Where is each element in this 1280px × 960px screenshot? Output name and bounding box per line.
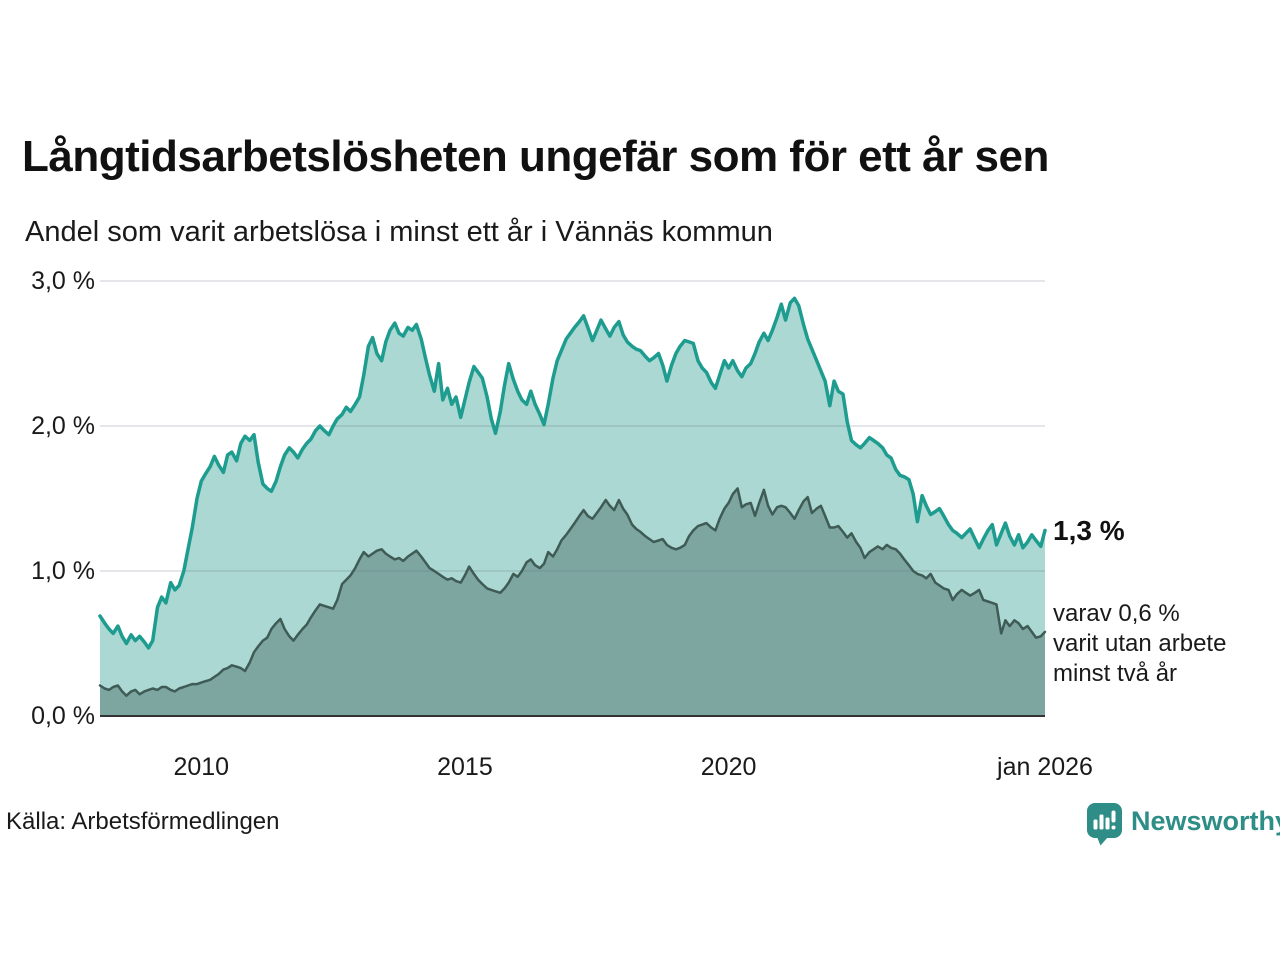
secondary-annotation-line: varav 0,6 % bbox=[1053, 600, 1180, 627]
y-tick-label: 2,0 % bbox=[31, 412, 95, 440]
x-tick-label: 2020 bbox=[700, 753, 757, 781]
secondary-annotation: varav 0,6 % varit utan arbete minst två … bbox=[1053, 599, 1226, 689]
page-title: Långtidsarbetslösheten ungefär som för e… bbox=[22, 132, 1049, 181]
secondary-annotation-line: varit utan arbete bbox=[1053, 630, 1227, 657]
series-line-andel-arbetsl-sa-minst-ett-r bbox=[98, 296, 1047, 650]
page-subtitle: Andel som varit arbetslösa i minst ett å… bbox=[25, 216, 773, 248]
latest-value-label: 1,3 % bbox=[1053, 515, 1125, 546]
secondary-annotation-line: minst två år bbox=[1053, 660, 1178, 687]
brand-logo: Newsworthy bbox=[1086, 802, 1280, 846]
x-tick-label: 2010 bbox=[173, 753, 230, 781]
brand-name: Newsworthy bbox=[1131, 806, 1280, 836]
y-tick-label: 0,0 % bbox=[31, 702, 95, 730]
bar-chart-speech-bubble-icon bbox=[1087, 803, 1122, 846]
x-tick-label: 2015 bbox=[437, 753, 493, 781]
x-tick-label: jan 2026 bbox=[997, 753, 1093, 781]
series-area-varav-utan-arbete-minst-tv-r bbox=[100, 488, 1045, 716]
series-line-varav-utan-arbete-minst-tv-r bbox=[98, 487, 1047, 697]
source-attribution: Källa: Arbetsförmedlingen bbox=[6, 808, 280, 835]
y-tick-label: 1,0 % bbox=[31, 557, 95, 585]
y-tick-label: 3,0 % bbox=[31, 267, 95, 295]
